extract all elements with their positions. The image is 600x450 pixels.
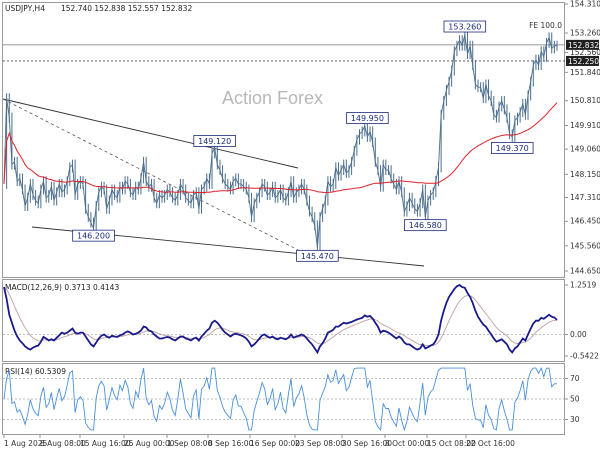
chart-header-symbol: USDJPY,H4 <box>5 4 45 13</box>
x-axis-label: 8 Oct 00:00 <box>385 439 429 448</box>
price-callout-box <box>296 249 339 262</box>
rsi-axis-label: 70 <box>570 374 580 383</box>
price-line <box>3 34 557 248</box>
price-callout-label: 149.370 <box>496 144 529 153</box>
price-axis-label: 150.810 <box>570 96 600 105</box>
price-axis-label: 146.450 <box>570 217 600 226</box>
projection-dashed-line <box>2 98 305 254</box>
price-axis-label: 147.310 <box>570 193 600 202</box>
price-axis-label: 151.840 <box>570 68 600 77</box>
macd-axis-label: 0.00 <box>570 330 587 339</box>
price-callout-label: 146.200 <box>77 232 110 241</box>
pane-frames <box>2 2 565 435</box>
price-callout-box <box>72 229 115 242</box>
fe-level-label: 152.250 <box>568 57 599 66</box>
current-price-label: 152.832 <box>568 41 599 50</box>
price-callout-box <box>193 135 236 147</box>
price-callout-box <box>443 20 487 33</box>
price-callout-box <box>404 219 447 232</box>
price-axis-label: 149.060 <box>570 145 600 154</box>
rsi-axis-label: 50 <box>570 395 580 404</box>
rsi-label: RSI(14) 60.5309 <box>5 367 66 376</box>
macd-pane-frame <box>2 279 565 362</box>
x-axis-label: 1 Aug 2025 <box>4 439 47 448</box>
macd-axis-label: -0.5422 <box>570 352 599 361</box>
x-axis-label: 22 Oct 16:00 <box>466 439 515 448</box>
chart-header-ohlc: 152.740 152.838 152.557 152.832 <box>61 4 192 13</box>
price-axis-label: 144.650 <box>570 267 600 276</box>
price-callout-label: 146.580 <box>409 221 442 230</box>
rsi-axis-label: 30 <box>570 415 580 424</box>
price-pane-frame <box>2 2 565 278</box>
x-axis-label: 15 Oct 08:00 <box>427 439 476 448</box>
rsi-line <box>3 366 557 432</box>
x-axis-label: 25 Aug 00:00 <box>124 439 175 448</box>
price-callout-label: 149.120 <box>198 137 231 146</box>
current-price-box <box>566 39 599 50</box>
price-axis-label: 148.150 <box>570 170 600 179</box>
price-axis-label: 154.310 <box>570 0 600 9</box>
fe-label: FE 100.0 <box>529 21 562 30</box>
macd-axis-label: 1.2519 <box>570 281 596 290</box>
moving-average-line <box>3 102 558 194</box>
macd-line <box>3 284 558 355</box>
fe-level-box <box>566 55 599 66</box>
price-callout-box <box>346 112 389 124</box>
x-axis-label: 1 Sep 08:00 <box>167 439 213 448</box>
price-axis-label: 149.910 <box>570 121 600 130</box>
x-axis-label: 8 Aug 08:00 <box>40 439 86 448</box>
x-axis-label: 16 Sep 00:00 <box>250 439 300 448</box>
x-axis-label: 15 Aug 16:00 <box>80 439 131 448</box>
x-axis-label: 8 Sep 16:00 <box>208 439 254 448</box>
price-axis-label: 153.260 <box>570 29 600 38</box>
price-callout-label: 149.950 <box>351 114 384 123</box>
x-axis-label: 23 Sep 08:00 <box>295 439 345 448</box>
price-callout-label: 145.470 <box>301 252 334 261</box>
price-callout-box <box>490 142 534 154</box>
watermark: Action Forex <box>222 88 323 108</box>
x-axis-label: 30 Sep 16:00 <box>342 439 392 448</box>
channel-upper-line <box>2 98 299 169</box>
price-axis-label: 152.560 <box>570 48 600 57</box>
macd-label: MACD(12,26,9) 0.3713 0.4143 <box>5 283 119 292</box>
price-callout-label: 153.260 <box>448 23 481 32</box>
price-axis-label: 145.560 <box>570 241 600 250</box>
